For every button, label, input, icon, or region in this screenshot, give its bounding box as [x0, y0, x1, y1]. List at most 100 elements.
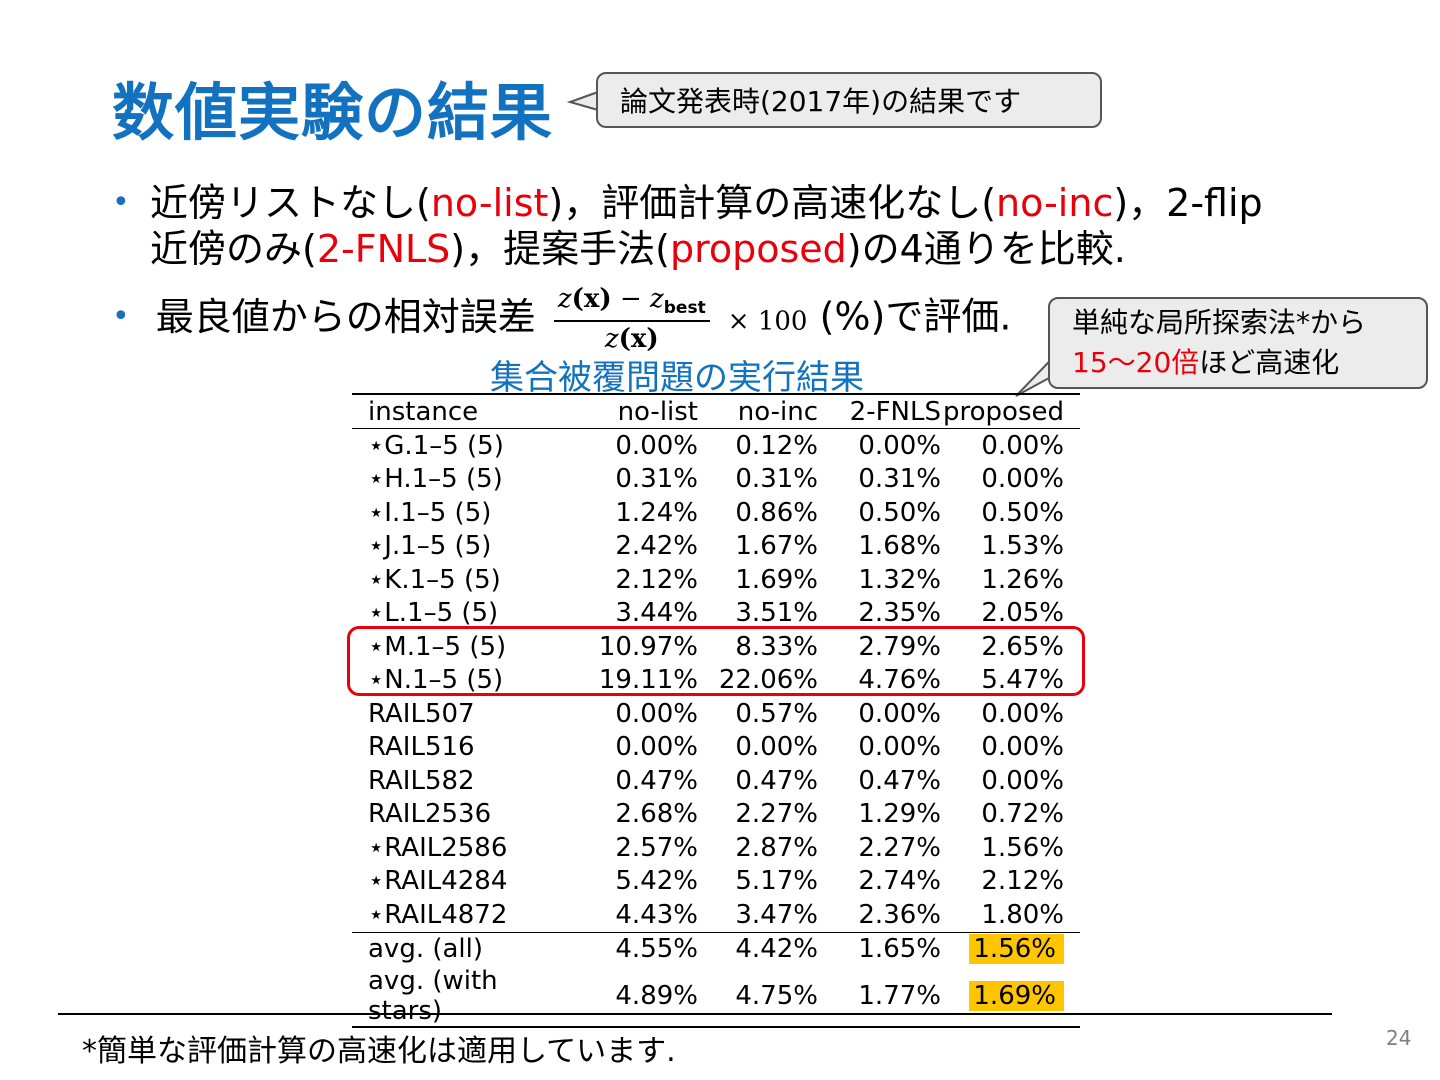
cell-2-fnls: 1.65%	[818, 931, 941, 966]
cell-2-fnls: 2.35%	[858, 598, 941, 629]
table-row: ⋆RAIL4284 5.42% 5.17% 2.74% 2.12%	[352, 865, 1080, 899]
footnote: *簡単な評価計算の高速化は適用しています.	[82, 1034, 676, 1069]
table-row: RAIL2536 2.68% 2.27% 1.29% 0.72%	[352, 798, 1080, 832]
cell-proposed: 0.00%	[981, 464, 1064, 495]
cell-2-fnls: 4.76%	[858, 665, 941, 696]
bullet-relative-error: • 最良値からの相対誤差 z(x) − zbest z(x) × 100 (%)…	[112, 284, 1011, 354]
header-instance: instance	[352, 393, 578, 429]
highlight-box-large-instances	[347, 626, 1085, 696]
method-proposed: proposed	[669, 227, 847, 271]
text-segment: )の4通りを比較.	[846, 227, 1126, 271]
text-segment: 近傍リストなし(	[150, 181, 431, 225]
relative-error-label: 最良値からの相対誤差	[155, 294, 536, 339]
cell-instance: ⋆RAIL4284	[368, 866, 508, 897]
cell-proposed: 1.80%	[981, 899, 1064, 930]
cell-no-inc: 0.31%	[735, 464, 818, 495]
cell-no-inc: 0.00%	[735, 732, 818, 763]
cell-proposed: 0.00%	[981, 732, 1064, 763]
formula-z: z	[557, 284, 572, 314]
table-row: ⋆RAIL4872 4.43% 3.47% 2.36% 1.80%	[352, 898, 1080, 932]
cell-2-fnls: 1.68%	[858, 531, 941, 562]
cell-2-fnls: 1.77%	[818, 966, 941, 1028]
cell-instance: ⋆G.1–5 (5)	[368, 430, 504, 461]
table-row: ⋆I.1–5 (5) 1.24% 0.86% 0.50% 0.50%	[352, 496, 1080, 530]
cell-no-list: 0.47%	[615, 765, 698, 796]
table-row: ⋆J.1–5 (5) 2.42% 1.67% 1.68% 1.53%	[352, 530, 1080, 564]
cell-proposed: 1.26%	[981, 564, 1064, 595]
highlighted-best-average: 1.69%	[969, 981, 1064, 1011]
table-row: ⋆H.1–5 (5) 0.31% 0.31% 0.31% 0.00%	[352, 463, 1080, 497]
cell-instance: RAIL582	[368, 765, 475, 796]
cell-2-fnls: 1.32%	[858, 564, 941, 595]
cell-proposed: 2.65%	[981, 631, 1064, 662]
cell-no-inc: 2.27%	[735, 799, 818, 830]
page-number: 24	[1386, 1026, 1412, 1050]
cell-instance: avg. (with stars)	[352, 966, 578, 1028]
table-row: ⋆K.1–5 (5) 2.12% 1.69% 1.32% 1.26%	[352, 563, 1080, 597]
cell-instance: ⋆H.1–5 (5)	[368, 464, 503, 495]
cell-no-list: 10.97%	[598, 631, 698, 662]
cell-no-inc: 3.47%	[735, 899, 818, 930]
callout-publication-text: 論文発表時(2017年)の結果です	[620, 85, 1022, 118]
cell-no-inc: 3.51%	[735, 598, 818, 629]
text-segment: )，評価計算の高速化なし(	[548, 181, 997, 225]
cell-no-list: 4.43%	[615, 899, 698, 930]
slide-title: 数値実験の結果	[112, 76, 554, 149]
cell-proposed: 0.72%	[981, 799, 1064, 830]
bullet1-line1: 近傍リストなし(no-list)，評価計算の高速化なし(no-inc)，2-fl…	[150, 180, 1263, 226]
table-row: ⋆RAIL2586 2.57% 2.87% 2.27% 1.56%	[352, 831, 1080, 865]
table-row: ⋆G.1–5 (5) 0.00% 0.12% 0.00% 0.00%	[352, 429, 1080, 463]
cell-2-fnls: 1.29%	[858, 799, 941, 830]
cell-2-fnls: 0.47%	[858, 765, 941, 796]
cell-no-list: 0.31%	[615, 464, 698, 495]
cell-no-inc: 4.75%	[698, 966, 818, 1028]
callout-speedup-line1: 単純な局所探索法*から	[1072, 306, 1367, 339]
cell-proposed: 5.47%	[981, 665, 1064, 696]
cell-proposed: 1.53%	[981, 531, 1064, 562]
cell-no-inc: 0.57%	[735, 698, 818, 729]
method-2-fnls: 2-FNLS	[316, 227, 451, 271]
table-row: ⋆N.1–5 (5) 19.11% 22.06% 4.76% 5.47%	[352, 664, 1080, 698]
header-no-list: no-list	[578, 393, 698, 429]
cell-proposed: 0.00%	[981, 765, 1064, 796]
cell-no-inc: 0.12%	[735, 430, 818, 461]
table-row: ⋆M.1–5 (5) 10.97% 8.33% 2.79% 2.65%	[352, 630, 1080, 664]
highlighted-best-average: 1.56%	[969, 934, 1064, 965]
method-no-list: no-list	[430, 181, 549, 225]
cell-proposed: 1.69%	[941, 966, 1080, 1028]
formula-x: (x)	[571, 284, 612, 314]
header-2-fnls: 2-FNLS	[818, 393, 941, 429]
text-segment: )，2-flip	[1113, 181, 1263, 225]
speedup-rest: ほど高速化	[1199, 346, 1340, 379]
cell-instance: ⋆M.1–5 (5)	[368, 631, 507, 662]
cell-instance: ⋆K.1–5 (5)	[368, 564, 501, 595]
callout-publication-note: 論文発表時(2017年)の結果です	[596, 72, 1102, 128]
cell-instance: ⋆N.1–5 (5)	[368, 665, 504, 696]
formula-z: z	[650, 284, 664, 314]
cell-2-fnls: 2.27%	[858, 832, 941, 863]
cell-no-list: 0.00%	[615, 698, 698, 729]
formula-numerator: z(x) − zbest	[553, 284, 710, 323]
cell-instance: ⋆J.1–5 (5)	[368, 531, 492, 562]
cell-proposed: 0.50%	[981, 497, 1064, 528]
bullet-list: • 近傍リストなし(no-list)，評価計算の高速化なし(no-inc)，2-…	[112, 180, 1263, 272]
cell-no-list: 5.42%	[615, 866, 698, 897]
cell-no-inc: 1.69%	[735, 564, 818, 595]
table-title: 集合被覆問題の実行結果	[490, 358, 864, 398]
header-no-inc: no-inc	[698, 393, 818, 429]
cell-instance: ⋆I.1–5 (5)	[368, 497, 492, 528]
cell-no-inc: 8.33%	[735, 631, 818, 662]
cell-instance: ⋆RAIL4872	[368, 899, 508, 930]
cell-no-list: 2.57%	[615, 832, 698, 863]
cell-proposed: 2.12%	[981, 866, 1064, 897]
formula-denominator: z(x)	[554, 322, 710, 354]
cell-2-fnls: 2.74%	[858, 866, 941, 897]
cell-instance: avg. (all)	[352, 931, 578, 966]
relative-error-formula: z(x) − zbest z(x)	[553, 284, 710, 354]
callout-speedup-note: 単純な局所探索法*から 15～20倍ほど高速化	[1048, 297, 1428, 389]
method-no-inc: no-inc	[996, 181, 1114, 225]
cell-instance: ⋆L.1–5 (5)	[368, 598, 499, 629]
cell-no-list: 2.12%	[615, 564, 698, 595]
cell-2-fnls: 0.31%	[858, 464, 941, 495]
cell-no-inc: 5.17%	[735, 866, 818, 897]
